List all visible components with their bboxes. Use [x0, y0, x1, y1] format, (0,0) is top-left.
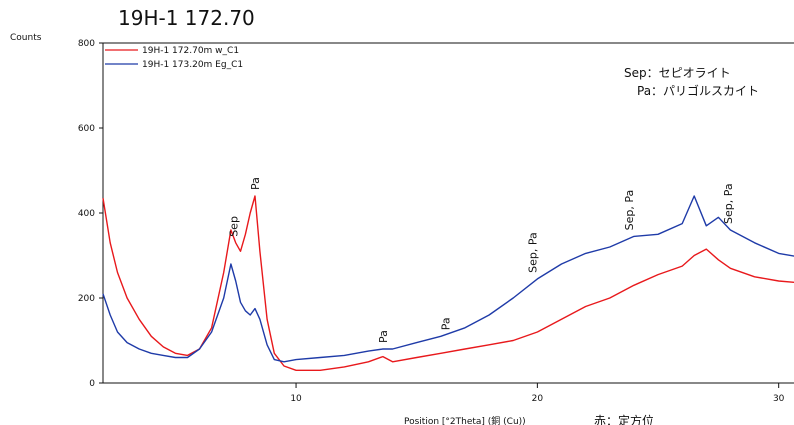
peak-annotation: Sep, Pa [623, 190, 636, 231]
y-tick-label: 600 [78, 124, 95, 134]
y-tick-label: 400 [78, 209, 95, 219]
y-tick-label: 800 [78, 39, 95, 49]
series-line-1 [102, 195, 794, 363]
y-ticks: 0 200 400 600 800 [78, 39, 103, 389]
legend-label-blue: 19H-1 173.20m Eg_C1 [142, 60, 243, 70]
legend: 19H-1 172.70m w_C1 19H-1 173.20m Eg_C1 [105, 46, 243, 70]
x-tick-label: 30 [773, 394, 785, 404]
legend-label-red: 19H-1 172.70m w_C1 [142, 46, 239, 56]
note-sep: Sep：セピオライト [624, 66, 731, 80]
peak-annotation: Pa [440, 317, 453, 330]
note-pa: Pa：パリゴルスカイト [637, 83, 759, 98]
peak-annotation: Pa [249, 177, 262, 190]
series-line-0 [102, 195, 794, 371]
peak-annotation: Sep, Pa [527, 232, 540, 273]
peak-annotation: Pa [377, 330, 390, 343]
y-tick-label: 200 [78, 294, 95, 304]
chart-title: 19H-1 172.70 [118, 6, 255, 30]
y-tick-label: 0 [89, 379, 95, 389]
y-axis-label: Counts [10, 33, 42, 43]
x-tick-label: 20 [532, 394, 544, 404]
note-red: 赤：定方位 [594, 413, 654, 425]
x-tick-label: 10 [290, 394, 302, 404]
annotation-layer: Sep Pa Pa Pa Sep, Pa Sep, Pa Sep, Pa [227, 177, 735, 343]
peak-annotation: Sep [227, 216, 240, 237]
peak-annotation: Sep, Pa [722, 183, 735, 224]
series-layer [102, 195, 794, 371]
x-axis-label: Position [°2Theta] (銅 (Cu)) [404, 415, 526, 425]
x-ticks: 10203040 [290, 383, 785, 404]
